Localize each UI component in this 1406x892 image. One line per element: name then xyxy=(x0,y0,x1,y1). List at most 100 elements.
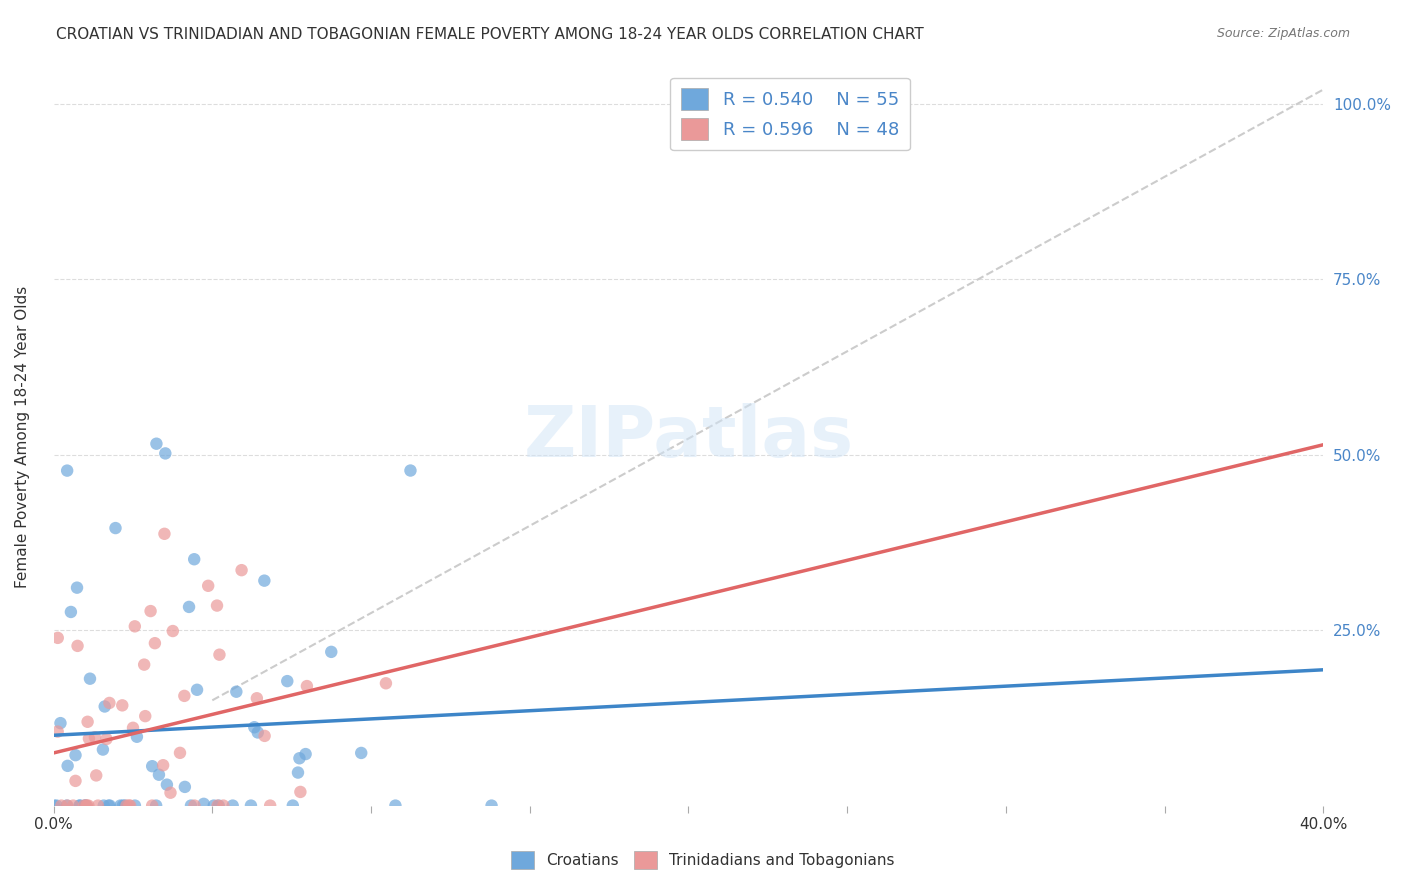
Point xyxy=(288,751,311,765)
Point xyxy=(79,672,101,686)
Text: CROATIAN VS TRINIDADIAN AND TOBAGONIAN FEMALE POVERTY AMONG 18-24 YEAR OLDS CORR: CROATIAN VS TRINIDADIAN AND TOBAGONIAN F… xyxy=(56,27,924,42)
Point xyxy=(110,798,132,813)
Point xyxy=(159,786,181,800)
Point xyxy=(46,724,69,739)
Point xyxy=(253,729,276,743)
Point xyxy=(91,742,114,756)
Point xyxy=(173,780,195,794)
Point xyxy=(294,747,316,761)
Point xyxy=(122,721,145,735)
Point xyxy=(246,691,269,706)
Point xyxy=(141,798,163,813)
Point xyxy=(125,730,148,744)
Point xyxy=(186,682,208,697)
Point xyxy=(208,648,231,662)
Point xyxy=(73,798,96,813)
Point xyxy=(350,746,373,760)
Point xyxy=(139,604,162,618)
Point xyxy=(145,798,167,813)
Point xyxy=(111,798,134,813)
Point xyxy=(66,581,89,595)
Point xyxy=(51,798,73,813)
Legend: Croatians, Trinidadians and Tobagonians: Croatians, Trinidadians and Tobagonians xyxy=(505,845,901,875)
Point xyxy=(177,599,200,614)
Point xyxy=(124,798,146,813)
Point xyxy=(56,798,79,813)
Point xyxy=(212,798,235,813)
Point xyxy=(49,716,72,731)
Point xyxy=(76,798,98,813)
Point xyxy=(321,645,343,659)
Point xyxy=(197,579,219,593)
Point xyxy=(183,798,205,813)
Point xyxy=(124,619,146,633)
Point xyxy=(148,768,170,782)
Point xyxy=(59,605,82,619)
Legend: R = 0.540    N = 55, R = 0.596    N = 48: R = 0.540 N = 55, R = 0.596 N = 48 xyxy=(671,78,910,151)
Point xyxy=(96,731,118,746)
Point xyxy=(56,759,79,773)
Point xyxy=(153,526,176,541)
Point xyxy=(399,464,422,478)
Point xyxy=(98,798,121,813)
Point xyxy=(207,798,229,813)
Point xyxy=(162,624,184,638)
Point xyxy=(246,725,269,739)
Text: Source: ZipAtlas.com: Source: ZipAtlas.com xyxy=(1216,27,1350,40)
Point xyxy=(239,798,262,813)
Text: ZIPatlas: ZIPatlas xyxy=(523,402,853,472)
Y-axis label: Female Poverty Among 18-24 Year Olds: Female Poverty Among 18-24 Year Olds xyxy=(15,286,30,588)
Point xyxy=(46,631,69,645)
Point xyxy=(481,798,503,813)
Point xyxy=(134,657,156,672)
Point xyxy=(152,758,174,772)
Point xyxy=(104,521,127,535)
Point xyxy=(225,684,247,698)
Point xyxy=(374,676,396,690)
Point xyxy=(76,714,98,729)
Point xyxy=(84,768,107,782)
Point xyxy=(75,798,97,813)
Point xyxy=(115,798,138,813)
Point xyxy=(66,639,89,653)
Point xyxy=(222,798,245,813)
Point xyxy=(276,674,298,689)
Point xyxy=(75,798,97,813)
Point xyxy=(208,798,231,813)
Point xyxy=(287,765,309,780)
Point xyxy=(193,797,215,811)
Point xyxy=(44,798,66,813)
Point xyxy=(173,689,195,703)
Point xyxy=(134,709,156,723)
Point xyxy=(120,798,142,813)
Point xyxy=(56,798,79,813)
Point xyxy=(281,798,304,813)
Point xyxy=(45,798,67,813)
Point xyxy=(118,798,141,813)
Point xyxy=(93,699,115,714)
Point xyxy=(384,798,406,813)
Point xyxy=(65,773,87,788)
Point xyxy=(290,785,312,799)
Point xyxy=(77,798,100,813)
Point xyxy=(56,464,79,478)
Point xyxy=(111,698,134,713)
Point xyxy=(145,436,167,450)
Point xyxy=(231,563,253,577)
Point xyxy=(93,798,115,813)
Point xyxy=(84,731,107,745)
Point xyxy=(183,552,205,566)
Point xyxy=(143,636,166,650)
Point xyxy=(98,696,121,710)
Point xyxy=(205,599,228,613)
Point xyxy=(77,731,100,746)
Point xyxy=(65,748,87,763)
Point xyxy=(156,778,179,792)
Point xyxy=(169,746,191,760)
Point xyxy=(295,679,318,693)
Point xyxy=(69,798,91,813)
Point xyxy=(259,798,281,813)
Point xyxy=(97,798,120,813)
Point xyxy=(67,798,90,813)
Point xyxy=(114,798,136,813)
